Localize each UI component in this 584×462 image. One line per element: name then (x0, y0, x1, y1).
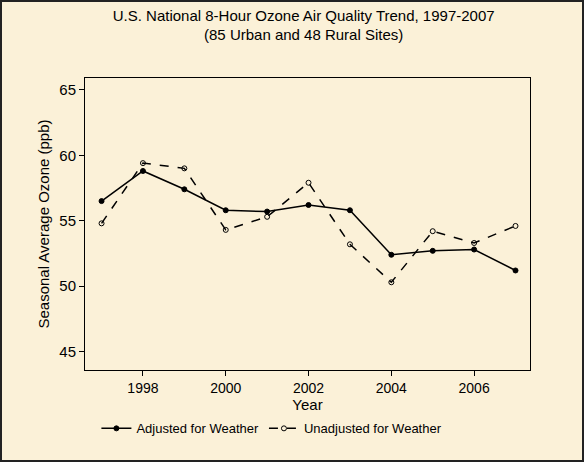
svg-text:60: 60 (59, 147, 76, 164)
svg-text:55: 55 (59, 212, 76, 229)
svg-text:Seasonal Average Ozone (ppb): Seasonal Average Ozone (ppb) (35, 119, 52, 328)
svg-text:Adjusted for Weather: Adjusted for Weather (136, 421, 259, 436)
svg-text:2002: 2002 (293, 380, 324, 396)
svg-text:2004: 2004 (376, 380, 407, 396)
svg-text:1998: 1998 (127, 380, 158, 396)
svg-text:Unadjusted for Weather: Unadjusted for Weather (304, 421, 442, 436)
svg-text:2006: 2006 (459, 380, 490, 396)
svg-text:50: 50 (59, 277, 76, 294)
svg-text:65: 65 (59, 81, 76, 98)
svg-text:Year: Year (292, 396, 322, 413)
svg-text:45: 45 (59, 343, 76, 360)
svg-text:2000: 2000 (210, 380, 241, 396)
svg-text:U.S. National 8-Hour Ozone Air: U.S. National 8-Hour Ozone Air Quality T… (113, 7, 495, 44)
